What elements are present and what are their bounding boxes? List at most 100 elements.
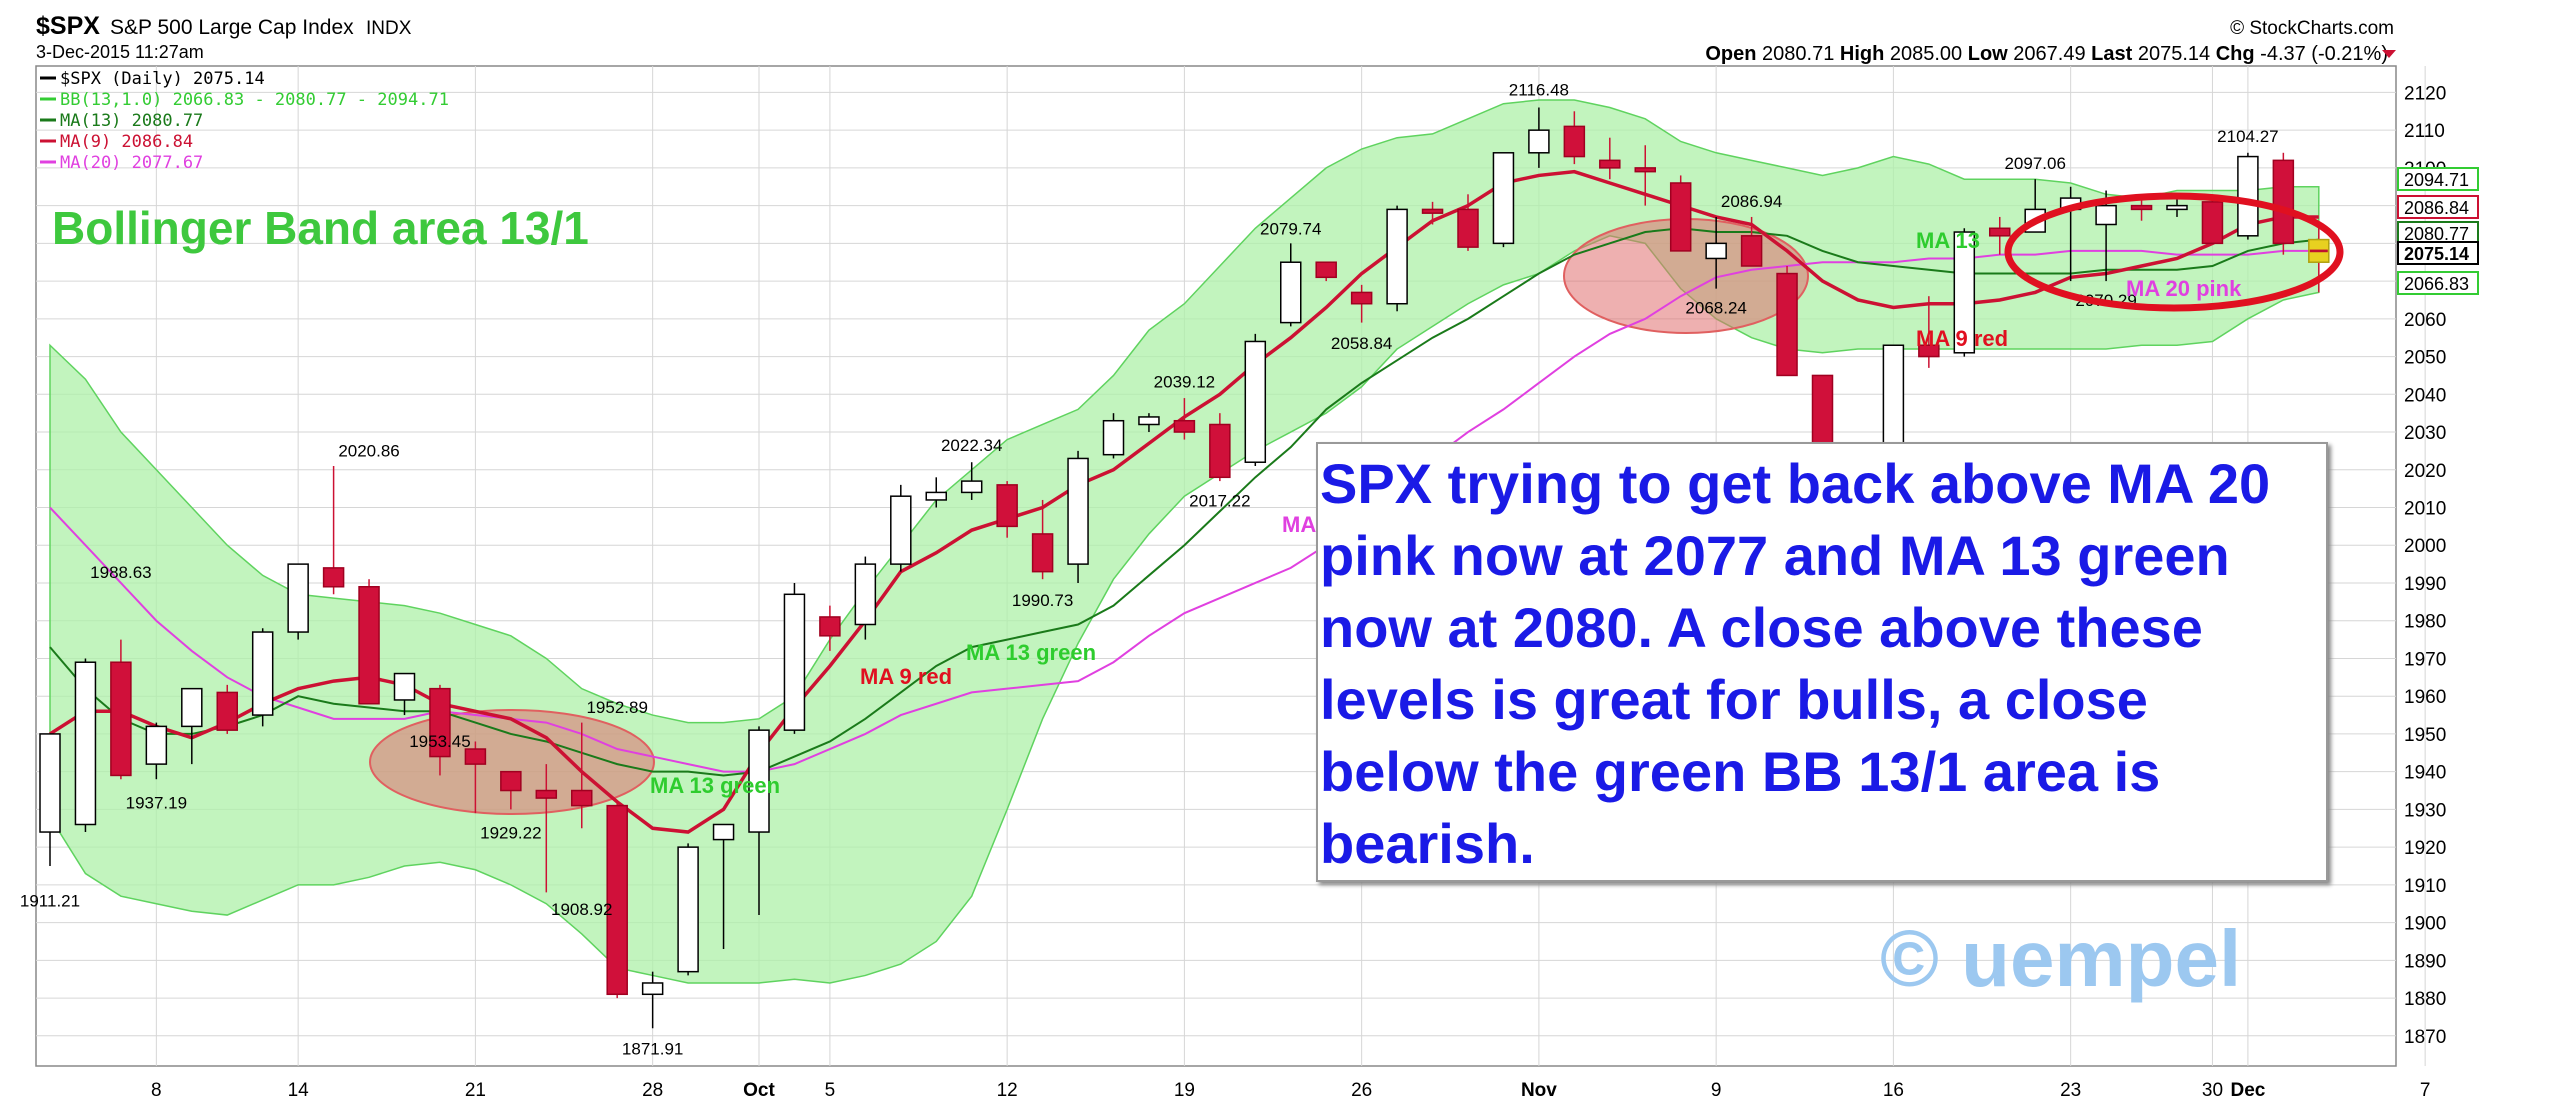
y-tick-label: 1870 [2404, 1027, 2446, 1048]
candle-body [74, 661, 97, 826]
candle-body [1563, 125, 1586, 158]
red-circle-annotation [2004, 192, 2344, 312]
price-label: 2058.84 [1331, 334, 1392, 353]
candle-body [429, 687, 451, 758]
candle-body [2095, 204, 2117, 226]
y-tick-label: 2120 [2404, 83, 2446, 104]
candle-body [145, 725, 168, 765]
candle-body [1386, 208, 1408, 305]
y-tick-label: 1920 [2404, 838, 2446, 859]
candle-body [1280, 261, 1302, 324]
candle-body [2130, 204, 2153, 211]
x-tick-label: Dec [2230, 1080, 2265, 1101]
ma20-label-partial: MA [1282, 512, 1316, 537]
x-tick-label: 8 [151, 1080, 162, 1101]
candle-body [1776, 272, 1798, 377]
price-label: 2097.06 [2004, 154, 2065, 173]
price-label: 1871.91 [622, 1040, 683, 1059]
candle-body [1669, 182, 1692, 252]
bb-area-title: Bollinger Band area 13/1 [52, 202, 589, 254]
y-tick-label: 1990 [2404, 574, 2446, 595]
candle-body [1457, 208, 1479, 248]
y-tick-label: 2000 [2404, 536, 2446, 557]
candlesticks [39, 107, 2330, 1029]
value-tag-label: 2066.83 [2404, 274, 2469, 294]
y-tick-label: 1900 [2404, 914, 2446, 935]
candle-body [393, 672, 416, 701]
candle-body [960, 480, 983, 494]
copyright-label: © StockCharts.com [2230, 18, 2394, 39]
candle-body [1421, 208, 1444, 214]
price-label: 2020.86 [338, 442, 399, 461]
candle-body [890, 495, 912, 565]
price-label: 2079.74 [1260, 219, 1321, 238]
candle-body [1350, 291, 1373, 305]
candle-body [1918, 344, 1940, 358]
candle-body [783, 593, 806, 731]
price-label: 1952.89 [586, 698, 647, 717]
x-tick-label: 30 [2202, 1080, 2223, 1101]
price-label: 1988.63 [90, 563, 151, 582]
y-tick-label: 1970 [2404, 649, 2446, 670]
y-tick-label: 1960 [2404, 687, 2446, 708]
x-tick-label: Nov [1521, 1080, 1557, 1101]
ma20-line [49, 249, 2319, 773]
value-tag-label: 2080.77 [2404, 224, 2469, 244]
ma13-label-nov: MA 13 [1916, 228, 1980, 253]
y-tick-label: 2020 [2404, 461, 2446, 482]
candle-body [1031, 533, 1054, 573]
candle-body [2237, 155, 2259, 237]
candle-body [571, 789, 593, 807]
symbol-title: $SPX [36, 12, 100, 40]
candle-body [464, 748, 487, 765]
ohlc-readout: Open 2080.71 High 2085.00 Low 2067.49 La… [1705, 43, 2388, 65]
candle-body [712, 823, 735, 841]
candle-body [925, 491, 947, 501]
value-tag-box [2397, 241, 2479, 265]
y-tick-label: 2050 [2404, 348, 2446, 369]
y-tick-label: 2010 [2404, 499, 2446, 520]
candle-body [2166, 204, 2188, 211]
x-tick-label: 16 [1883, 1080, 1904, 1101]
price-label: 1953.45 [409, 732, 470, 751]
candle-body [1209, 423, 1231, 479]
watermark: © uempel [1880, 914, 2241, 1003]
x-tick-label: 26 [1351, 1080, 1372, 1101]
y-tick-label: 2110 [2404, 121, 2445, 142]
candle-body [1067, 457, 1089, 565]
candle-body [535, 789, 558, 799]
candle-body [1528, 129, 1550, 154]
candle-body [819, 616, 841, 637]
candle-body [1102, 419, 1125, 456]
value-tag-box [2397, 195, 2479, 219]
price-label: 2017.22 [1189, 491, 1250, 510]
candle-body [1740, 235, 1763, 267]
legend-entry: BB(13,1.0) 2066.83 - 2080.77 - 2094.71 [60, 90, 449, 110]
value-tag-label: 2094.71 [2404, 170, 2469, 190]
value-tag-label: 2086.84 [2404, 198, 2469, 218]
candle-body [1315, 261, 1337, 279]
candle-body-inner [2309, 249, 2328, 253]
candle-body [251, 631, 274, 716]
y-tick-label: 2060 [2404, 310, 2446, 331]
candle-body [996, 484, 1018, 528]
x-tick-label: 12 [997, 1080, 1018, 1101]
value-tag-box [2397, 271, 2479, 295]
callout-box [1316, 442, 2328, 882]
candle-body [322, 567, 345, 588]
price-label: 2068.24 [1685, 299, 1746, 318]
y-tick-label: 2030 [2404, 423, 2446, 444]
x-tick-label: 7 [2420, 1080, 2431, 1101]
candle-body [1173, 419, 1196, 433]
x-tick-label: 9 [1711, 1080, 1722, 1101]
candle-body [748, 729, 770, 833]
price-label: 2116.48 [1509, 81, 1569, 100]
x-tick-label: 23 [2060, 1080, 2081, 1101]
candle-body [1634, 167, 1656, 173]
candle-body [358, 586, 380, 705]
candle-body [677, 846, 699, 973]
ma9-label-oct: MA 9 red [860, 664, 952, 689]
x-tick-label: 19 [1174, 1080, 1195, 1101]
candle-body [2272, 159, 2295, 245]
